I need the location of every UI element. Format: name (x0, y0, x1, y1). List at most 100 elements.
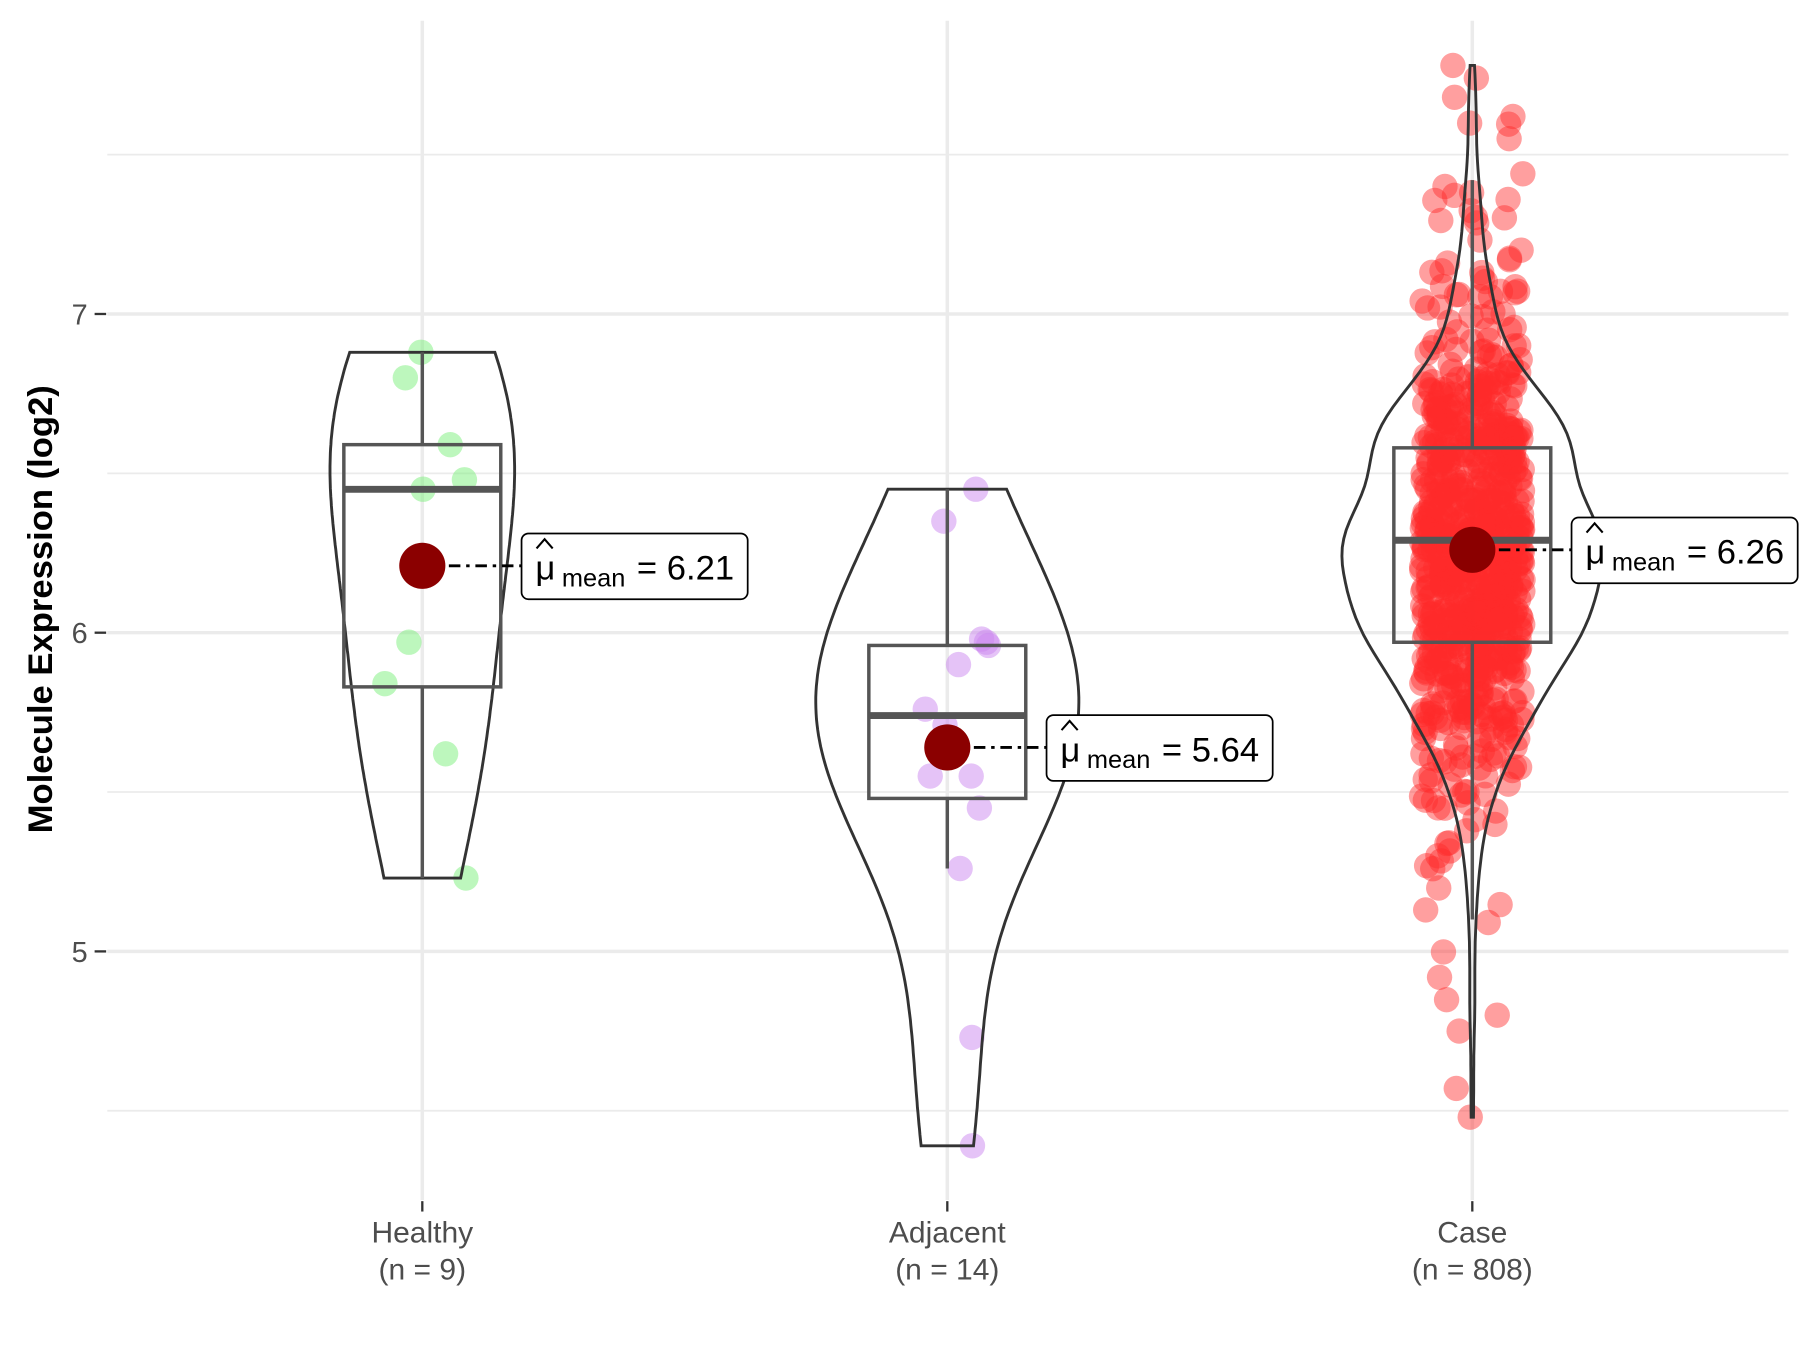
data-point (1442, 605, 1468, 631)
data-point (1443, 336, 1469, 363)
mean-value: = 6.26 (1687, 534, 1784, 572)
data-point (1478, 456, 1504, 482)
data-point (1479, 714, 1505, 741)
data-point (1431, 481, 1457, 508)
data-point (1482, 675, 1508, 701)
data-point (1505, 658, 1531, 684)
data-point (1500, 372, 1526, 398)
data-point (1476, 375, 1502, 401)
data-point (1457, 421, 1483, 447)
data-point (1507, 549, 1534, 575)
data-point (945, 651, 972, 678)
data-point (1411, 575, 1437, 602)
data-point (1419, 497, 1445, 524)
data-point (1479, 572, 1505, 599)
data-point (1488, 459, 1514, 485)
data-point (1409, 670, 1435, 696)
data-point (1472, 781, 1498, 807)
data-point (1501, 600, 1528, 626)
jitter-points (912, 476, 1002, 1159)
data-point (1435, 619, 1462, 646)
data-point (1495, 549, 1521, 576)
data-point (1492, 422, 1519, 449)
data-point (1428, 486, 1454, 512)
data-point (1495, 464, 1521, 491)
data-point (1436, 609, 1462, 636)
data-point (1449, 699, 1475, 725)
data-point (1442, 382, 1468, 409)
data-point (1439, 381, 1465, 407)
data-point (1503, 556, 1529, 583)
data-point (1470, 653, 1496, 680)
data-point (1448, 752, 1475, 778)
data-point (1408, 783, 1435, 809)
data-point (1477, 508, 1503, 535)
data-point (1491, 574, 1517, 600)
group-case: μ mean = 6.26 (1340, 52, 1799, 1130)
data-point (1410, 546, 1436, 572)
data-point (1487, 700, 1513, 727)
data-point (1417, 537, 1443, 563)
data-point (1447, 472, 1474, 499)
data-point (1413, 621, 1439, 647)
data-point (1475, 370, 1501, 396)
data-point (1491, 426, 1518, 453)
data-point (1446, 694, 1473, 720)
data-point (1485, 743, 1511, 769)
data-point (1470, 303, 1496, 330)
data-point (1494, 563, 1520, 589)
data-point (1415, 616, 1441, 642)
data-point (1447, 569, 1473, 596)
data-point (1435, 451, 1461, 478)
data-point (1485, 379, 1511, 406)
data-point (1454, 604, 1480, 630)
data-point (1509, 478, 1536, 504)
data-point (1499, 444, 1526, 470)
data-point (1414, 423, 1440, 449)
data-point (1494, 421, 1520, 448)
violin (328, 350, 517, 880)
data-point (1434, 830, 1460, 857)
data-point (1507, 602, 1533, 629)
data-point (1489, 558, 1516, 584)
data-point (1434, 567, 1461, 593)
x-tick-sublabel: (n = 808) (1412, 1254, 1533, 1287)
data-point (1468, 366, 1494, 392)
data-point (1415, 558, 1441, 584)
data-point (1417, 600, 1444, 627)
data-point (1506, 586, 1532, 612)
data-point (1505, 551, 1531, 577)
data-point (1429, 558, 1455, 585)
data-point (1501, 657, 1527, 683)
data-point (1427, 380, 1454, 406)
data-point (1415, 565, 1442, 591)
data-point (1452, 598, 1479, 625)
data-point (1480, 687, 1506, 714)
x-tick-label: Healthy (371, 1217, 473, 1250)
data-point (1431, 437, 1457, 463)
data-point (1472, 610, 1498, 637)
data-point (1508, 565, 1535, 592)
data-point (1499, 603, 1526, 630)
data-point (1498, 574, 1524, 600)
data-point (1438, 393, 1464, 419)
data-point (1501, 333, 1527, 359)
data-point (1503, 456, 1529, 482)
data-point (1423, 468, 1450, 494)
data-point (1452, 587, 1479, 613)
data-point (1441, 672, 1467, 699)
data-point (1426, 405, 1452, 432)
data-point (1414, 516, 1441, 543)
data-point (1436, 674, 1463, 700)
data-point (1508, 425, 1534, 452)
data-point (1509, 456, 1535, 483)
data-point (1448, 615, 1475, 641)
data-point (1497, 453, 1523, 479)
y-axis: 5 6 7 (72, 299, 107, 969)
data-point (1489, 490, 1515, 517)
data-point (1500, 103, 1526, 130)
data-point (1510, 611, 1536, 638)
data-point (1477, 580, 1503, 606)
data-point (1490, 549, 1517, 575)
data-point (1469, 633, 1495, 659)
